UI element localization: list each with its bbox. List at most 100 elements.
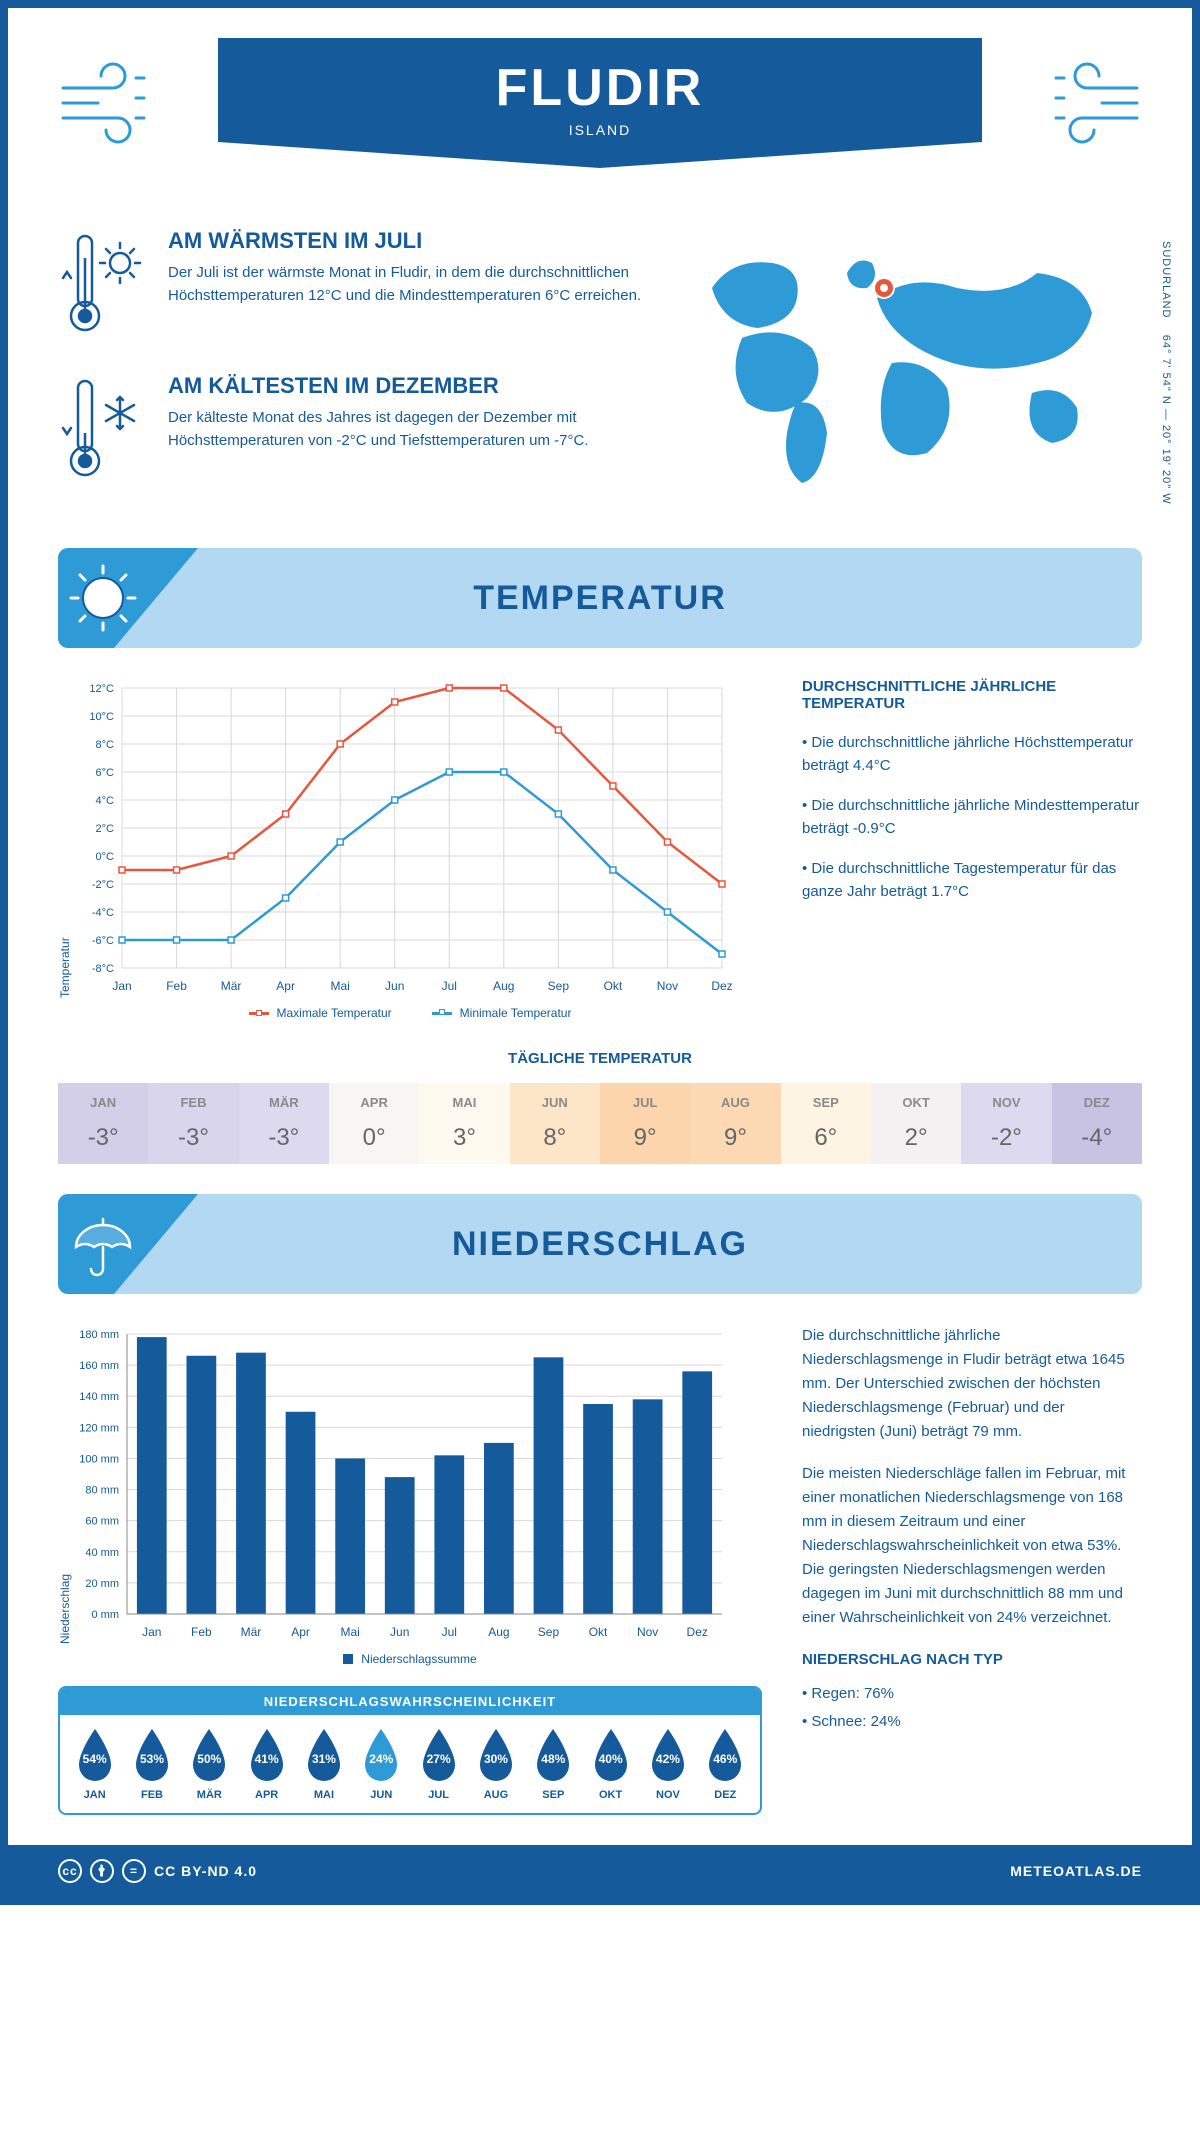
page-title: FLUDIR xyxy=(218,58,982,118)
sun-icon xyxy=(58,548,198,648)
svg-text:Okt: Okt xyxy=(589,1625,608,1639)
precip-bar-chart: 0 mm 20 mm 40 mm 60 mm 80 mm 100 mm 120 mm 140 … xyxy=(72,1324,732,1644)
svg-text:Jan: Jan xyxy=(112,979,131,993)
warmest-text: Der Juli ist der wärmste Monat in Fludir… xyxy=(168,262,652,307)
section-banner-temperature: TEMPERATUR xyxy=(58,548,1142,648)
svg-text:40 mm: 40 mm xyxy=(85,1547,119,1559)
svg-text:-8°C: -8°C xyxy=(92,963,114,975)
prob-drop: 42%NOV xyxy=(639,1727,696,1801)
svg-text:10°C: 10°C xyxy=(89,711,114,723)
svg-text:0°C: 0°C xyxy=(96,851,115,863)
temp-line-chart: -8°C -6°C -4°C -2°C 0°C 2°C 4°C 6°C 8°C 10°C 12°C J… xyxy=(72,678,732,998)
svg-text:12°C: 12°C xyxy=(89,683,114,695)
coldest-title: AM KÄLTESTEN IM DEZEMBER xyxy=(168,373,652,399)
prob-drop: 53%FEB xyxy=(123,1727,180,1801)
prob-drop: 41%APR xyxy=(238,1727,295,1801)
temp-cell: JUN8° xyxy=(510,1083,600,1164)
svg-text:180 mm: 180 mm xyxy=(79,1329,119,1341)
nd-icon: = xyxy=(122,1859,146,1883)
svg-text:2°C: 2°C xyxy=(96,823,115,835)
prob-drop: 48%SEP xyxy=(525,1727,582,1801)
temp-cell: DEZ-4° xyxy=(1052,1083,1142,1164)
svg-text:Apr: Apr xyxy=(276,979,295,993)
svg-text:120 mm: 120 mm xyxy=(79,1422,119,1434)
svg-text:Feb: Feb xyxy=(191,1625,212,1639)
thermometer-sun-icon xyxy=(58,228,148,343)
svg-text:Jun: Jun xyxy=(385,979,404,993)
page-subtitle: ISLAND xyxy=(218,122,982,138)
precip-text: Die durchschnittliche jährliche Niedersc… xyxy=(802,1324,1142,1815)
temp-cell: JAN-3° xyxy=(58,1083,148,1164)
prob-drop: 46%DEZ xyxy=(697,1727,754,1801)
temp-facts: DURCHSCHNITTLICHE JÄHRLICHE TEMPERATUR •… xyxy=(802,678,1142,1020)
svg-text:6°C: 6°C xyxy=(96,767,115,779)
svg-text:Jun: Jun xyxy=(390,1625,409,1639)
svg-text:Aug: Aug xyxy=(488,1625,509,1639)
temp-cell: SEP6° xyxy=(781,1083,871,1164)
svg-text:Nov: Nov xyxy=(637,1625,658,1639)
svg-text:Jul: Jul xyxy=(442,979,457,993)
svg-text:-4°C: -4°C xyxy=(92,907,114,919)
cc-icon: cc xyxy=(58,1859,82,1883)
coldest-text: Der kälteste Monat des Jahres ist dagege… xyxy=(168,407,652,452)
svg-text:20 mm: 20 mm xyxy=(85,1578,119,1590)
temp-cell: AUG9° xyxy=(690,1083,780,1164)
svg-text:Mai: Mai xyxy=(331,979,350,993)
temp-cell: NOV-2° xyxy=(961,1083,1051,1164)
svg-text:Apr: Apr xyxy=(291,1625,310,1639)
daily-temp-table: TÄGLICHE TEMPERATUR JAN-3°FEB-3°MÄR-3°AP… xyxy=(58,1050,1142,1164)
section-banner-precip: NIEDERSCHLAG xyxy=(58,1194,1142,1294)
temp-legend: Maximale Temperatur Minimale Temperatur xyxy=(58,1006,762,1020)
by-icon: 🛉 xyxy=(90,1859,114,1883)
precip-chart: Niederschlag 0 mm20 mm40 mm60 mm80 mm100… xyxy=(58,1324,762,1666)
svg-text:Mär: Mär xyxy=(221,979,242,993)
title-banner: FLUDIR ISLAND xyxy=(218,38,982,168)
temp-cell: APR0° xyxy=(329,1083,419,1164)
svg-text:-6°C: -6°C xyxy=(92,935,114,947)
temp-cell: MÄR-3° xyxy=(239,1083,329,1164)
temp-cell: FEB-3° xyxy=(148,1083,238,1164)
precip-probability: NIEDERSCHLAGSWAHRSCHEINLICHKEIT 54%JAN53… xyxy=(58,1686,762,1815)
svg-text:Okt: Okt xyxy=(604,979,623,993)
world-map: SUDURLAND 64° 7' 54" N — 20° 19' 20" W xyxy=(682,228,1142,518)
prob-drop: 30%AUG xyxy=(467,1727,524,1801)
temp-cell: OKT2° xyxy=(871,1083,961,1164)
thermometer-snow-icon xyxy=(58,373,148,488)
svg-text:Feb: Feb xyxy=(166,979,187,993)
umbrella-icon xyxy=(58,1194,198,1294)
temperature-chart: Temperatur -8°C-6°C-4°C-2°C0°C2°C4°C6°C8… xyxy=(58,678,762,1020)
license: cc 🛉 = CC BY-ND 4.0 xyxy=(58,1859,257,1883)
prob-drop: 50%MÄR xyxy=(181,1727,238,1801)
svg-text:160 mm: 160 mm xyxy=(79,1360,119,1372)
prob-drop: 40%OKT xyxy=(582,1727,639,1801)
svg-text:-2°C: -2°C xyxy=(92,879,114,891)
svg-text:4°C: 4°C xyxy=(96,795,115,807)
svg-text:Dez: Dez xyxy=(687,1625,708,1639)
svg-text:Jul: Jul xyxy=(442,1625,457,1639)
svg-text:Sep: Sep xyxy=(538,1625,560,1639)
svg-text:Dez: Dez xyxy=(711,979,732,993)
prob-drop: 54%JAN xyxy=(66,1727,123,1801)
svg-text:Jan: Jan xyxy=(142,1625,161,1639)
svg-text:80 mm: 80 mm xyxy=(85,1485,119,1497)
wind-icon xyxy=(58,58,178,153)
svg-text:Aug: Aug xyxy=(493,979,514,993)
header: FLUDIR ISLAND xyxy=(58,38,1142,218)
svg-text:Mär: Mär xyxy=(241,1625,262,1639)
svg-text:8°C: 8°C xyxy=(96,739,115,751)
svg-text:100 mm: 100 mm xyxy=(79,1453,119,1465)
temp-cell: JUL9° xyxy=(600,1083,690,1164)
svg-text:140 mm: 140 mm xyxy=(79,1391,119,1403)
warmest-title: AM WÄRMSTEN IM JULI xyxy=(168,228,652,254)
climate-facts: AM WÄRMSTEN IM JULI Der Juli ist der wär… xyxy=(58,228,652,518)
prob-drop: 31%MAI xyxy=(295,1727,352,1801)
prob-drop: 24%JUN xyxy=(353,1727,410,1801)
svg-text:60 mm: 60 mm xyxy=(85,1516,119,1528)
wind-icon xyxy=(1022,58,1142,153)
prob-drop: 27%JUL xyxy=(410,1727,467,1801)
svg-text:Sep: Sep xyxy=(548,979,570,993)
coordinates: SUDURLAND 64° 7' 54" N — 20° 19' 20" W xyxy=(1160,228,1172,518)
svg-text:0 mm: 0 mm xyxy=(92,1609,120,1621)
site-name: METEOATLAS.DE xyxy=(1010,1863,1142,1879)
precip-legend: Niederschlagssumme xyxy=(58,1652,762,1666)
